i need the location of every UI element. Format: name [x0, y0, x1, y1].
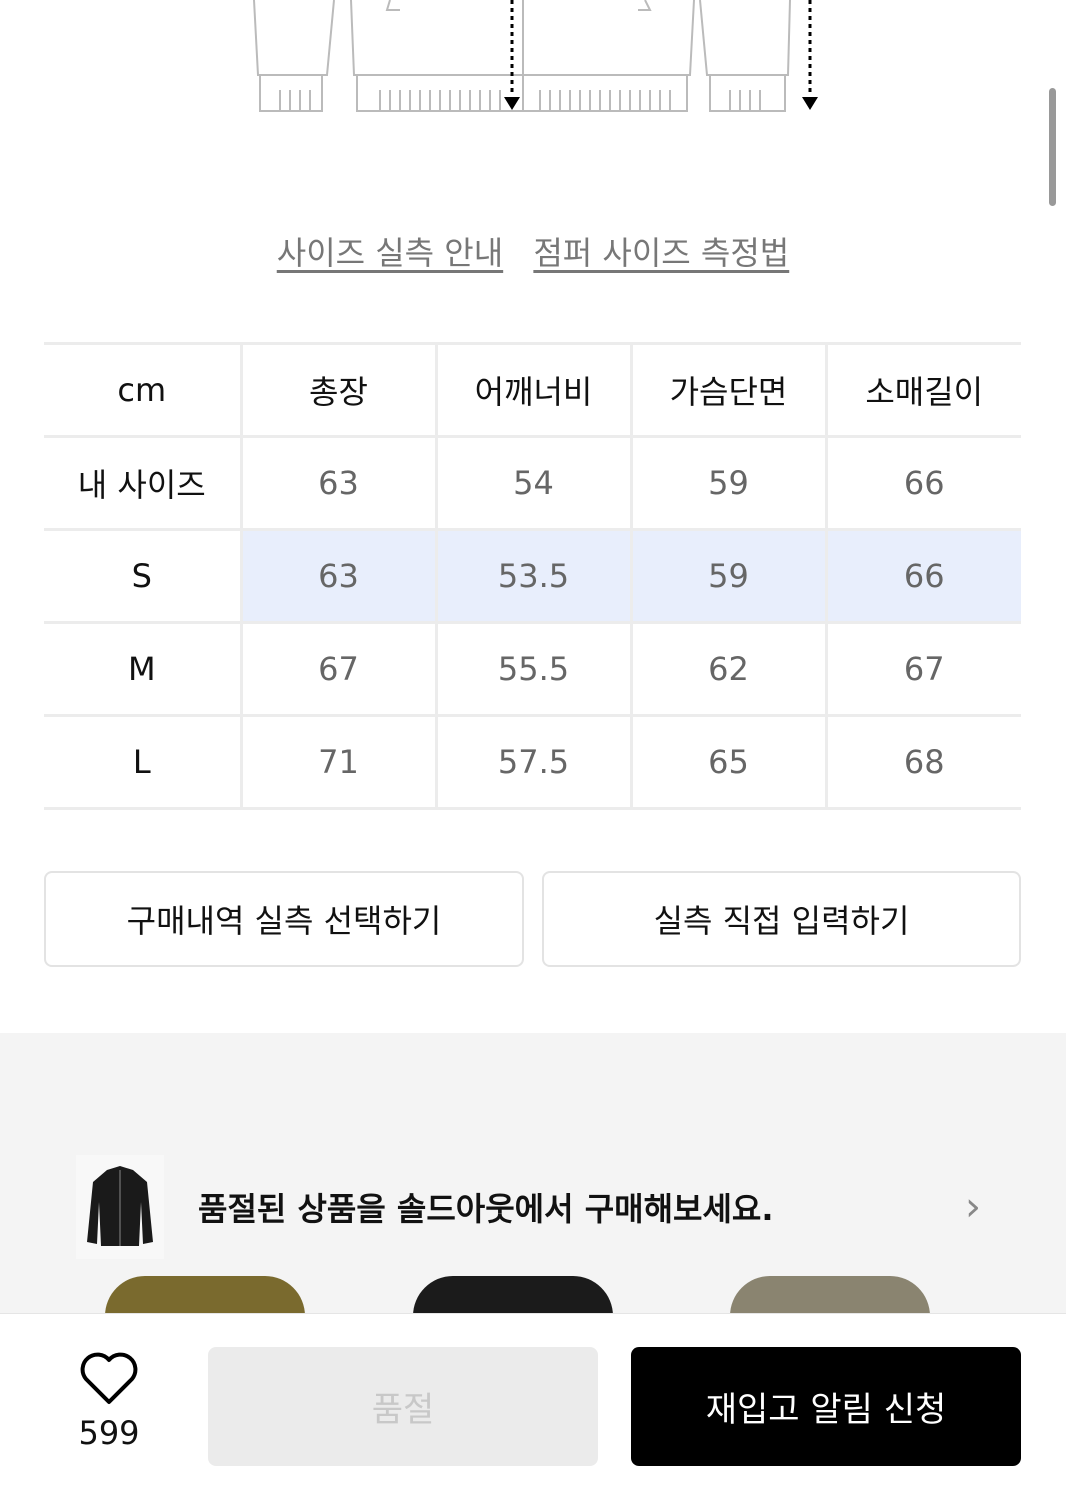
cell: 57.5 [434, 714, 631, 810]
chevron-right-icon: › [965, 1183, 981, 1230]
cell: 63 [239, 528, 436, 624]
like-count: 599 [78, 1414, 140, 1452]
soldout-button: 품절 [208, 1347, 598, 1466]
restock-alert-button[interactable]: 재입고 알림 신청 [631, 1347, 1021, 1466]
cell: 54 [434, 435, 631, 531]
banner-text: 품절된 상품을 솔드아웃에서 구매해보세요. [198, 1189, 774, 1228]
header-cell: 가슴단면 [629, 342, 826, 438]
cell: 65 [629, 714, 826, 810]
product-image-olive[interactable] [105, 1276, 305, 1316]
cell: 63 [239, 435, 436, 531]
cell: 55.5 [434, 621, 631, 717]
product-image-black[interactable] [413, 1276, 613, 1316]
jacket-thumbnail [76, 1154, 164, 1259]
header-cell: 총장 [239, 342, 436, 438]
cell: 66 [824, 528, 1021, 624]
soldout-banner[interactable]: 품절된 상품을 솔드아웃에서 구매해보세요. › [76, 1138, 1021, 1275]
row-label: M [44, 621, 241, 717]
size-guide-link[interactable]: 사이즈 실측 안내 [276, 234, 504, 272]
cell: 67 [824, 621, 1021, 717]
select-purchase-history-button[interactable]: 구매내역 실측 선택하기 [44, 871, 524, 967]
table-row: L 71 57.5 65 68 [44, 714, 1021, 810]
table-header-row: cm 총장 어깨너비 가슴단면 소매길이 [44, 342, 1021, 438]
size-measurement-diagram [253, 0, 818, 112]
cell: 53.5 [434, 528, 631, 624]
header-cell: 어깨너비 [434, 342, 631, 438]
header-cell: 소매길이 [824, 342, 1021, 438]
direct-input-button[interactable]: 실측 직접 입력하기 [542, 871, 1021, 967]
header-cell: cm [44, 342, 241, 438]
row-label: L [44, 714, 241, 810]
cell: 67 [239, 621, 436, 717]
table-row: M 67 55.5 62 67 [44, 621, 1021, 717]
scrollbar[interactable] [1049, 88, 1056, 206]
table-row: S 63 53.5 59 66 [44, 528, 1021, 624]
row-label: S [44, 528, 241, 624]
jacket-image [87, 1165, 153, 1246]
cell: 59 [629, 435, 826, 531]
size-table: cm 총장 어깨너비 가슴단면 소매길이 내 사이즈 63 54 59 66 S… [44, 342, 1021, 810]
jumper-measure-link[interactable]: 점퍼 사이즈 측정법 [533, 234, 790, 272]
cell: 59 [629, 528, 826, 624]
row-label: 내 사이즈 [44, 435, 241, 531]
cell: 62 [629, 621, 826, 717]
heart-icon[interactable] [80, 1352, 138, 1406]
size-guide-links: 사이즈 실측 안내 점퍼 사이즈 측정법 [0, 228, 1066, 274]
cell: 71 [239, 714, 436, 810]
cell: 68 [824, 714, 1021, 810]
product-image-camo[interactable] [730, 1276, 930, 1316]
table-row: 내 사이즈 63 54 59 66 [44, 435, 1021, 531]
cell: 66 [824, 435, 1021, 531]
